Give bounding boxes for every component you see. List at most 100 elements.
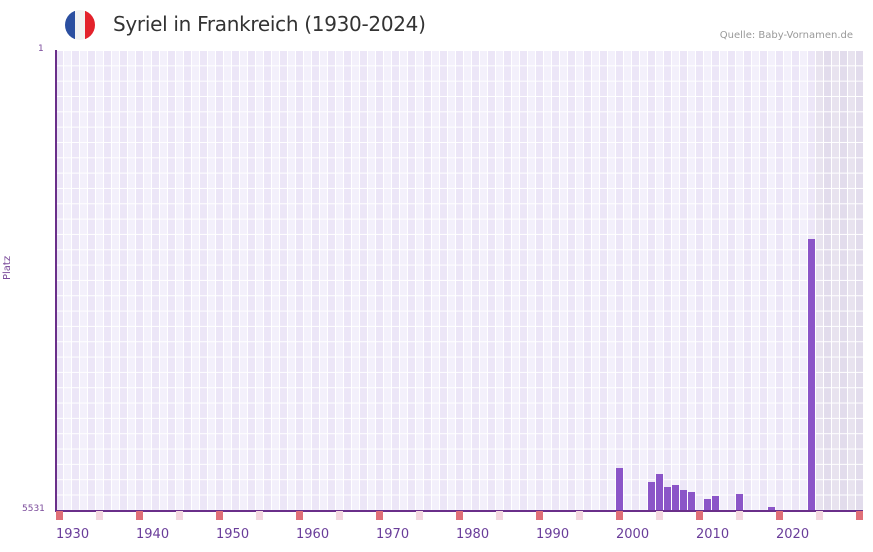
grid-column bbox=[376, 50, 384, 510]
grid-column bbox=[592, 50, 600, 510]
grid-column bbox=[552, 50, 560, 510]
grid-column bbox=[464, 50, 472, 510]
bar-2004[interactable] bbox=[648, 481, 655, 510]
year-marker bbox=[536, 511, 543, 520]
grid-column bbox=[784, 50, 792, 510]
grid-column bbox=[816, 50, 824, 510]
bar-2005[interactable] bbox=[656, 473, 663, 510]
grid-column bbox=[392, 50, 400, 510]
grid-column bbox=[64, 50, 72, 510]
bar-2006[interactable] bbox=[664, 486, 671, 510]
x-tick-1980: 1980 bbox=[456, 527, 490, 542]
year-marker bbox=[256, 511, 263, 520]
grid-column bbox=[456, 50, 464, 510]
grid-column bbox=[408, 50, 416, 510]
grid-column bbox=[680, 50, 688, 510]
grid-column bbox=[576, 50, 584, 510]
year-marker bbox=[376, 511, 383, 520]
year-marker bbox=[336, 511, 343, 520]
grid-column bbox=[72, 50, 80, 510]
grid-column bbox=[384, 50, 392, 510]
grid-column bbox=[256, 50, 264, 510]
year-marker bbox=[856, 511, 863, 520]
grid-column bbox=[632, 50, 640, 510]
grid-column bbox=[288, 50, 296, 510]
grid-column bbox=[336, 50, 344, 510]
year-marker bbox=[96, 511, 103, 520]
grid-column bbox=[624, 50, 632, 510]
grid-column bbox=[544, 50, 552, 510]
bar-2019[interactable] bbox=[768, 506, 775, 510]
year-marker bbox=[56, 511, 63, 520]
grid-column bbox=[296, 50, 304, 510]
grid-column bbox=[104, 50, 112, 510]
grid-column bbox=[280, 50, 288, 510]
grid-column bbox=[96, 50, 104, 510]
year-marker bbox=[176, 511, 183, 520]
grid-column bbox=[312, 50, 320, 510]
year-marker bbox=[656, 511, 663, 520]
year-marker bbox=[616, 511, 623, 520]
x-tick-2010: 2010 bbox=[696, 527, 730, 542]
year-marker bbox=[816, 511, 823, 520]
grid-column bbox=[648, 50, 656, 510]
bar-2007[interactable] bbox=[672, 484, 679, 510]
year-marker bbox=[456, 511, 463, 520]
grid-column bbox=[224, 50, 232, 510]
grid-column bbox=[504, 50, 512, 510]
grid-column bbox=[176, 50, 184, 510]
grid-column bbox=[304, 50, 312, 510]
bar-2015[interactable] bbox=[736, 493, 743, 510]
bar-2008[interactable] bbox=[680, 489, 687, 510]
x-tick-1970: 1970 bbox=[376, 527, 410, 542]
grid-column bbox=[248, 50, 256, 510]
year-marker bbox=[776, 511, 783, 520]
grid-column bbox=[192, 50, 200, 510]
plot-area bbox=[56, 50, 864, 510]
grid-column bbox=[200, 50, 208, 510]
grid-column bbox=[584, 50, 592, 510]
grid-column bbox=[120, 50, 128, 510]
grid-column bbox=[760, 50, 768, 510]
grid-column bbox=[728, 50, 736, 510]
grid-column bbox=[400, 50, 408, 510]
grid-column bbox=[608, 50, 616, 510]
grid-column bbox=[832, 50, 840, 510]
grid-column bbox=[672, 50, 680, 510]
grid-column bbox=[776, 50, 784, 510]
grid-column bbox=[168, 50, 176, 510]
y-axis-line bbox=[55, 50, 57, 511]
x-tick-1930: 1930 bbox=[56, 527, 90, 542]
grid-column bbox=[528, 50, 536, 510]
chart-title: Syriel in Frankreich (1930-2024) bbox=[113, 12, 426, 36]
bar-2009[interactable] bbox=[688, 491, 695, 510]
grid-column bbox=[568, 50, 576, 510]
x-axis-line bbox=[55, 510, 863, 512]
grid-column bbox=[840, 50, 848, 510]
y-axis-label: Platz bbox=[2, 255, 13, 280]
grid-column bbox=[144, 50, 152, 510]
grid-column bbox=[616, 50, 624, 510]
bar-2012[interactable] bbox=[712, 495, 719, 510]
x-tick-1950: 1950 bbox=[216, 527, 250, 542]
grid-column bbox=[536, 50, 544, 510]
y-tick-top: 1 bbox=[38, 44, 44, 54]
grid-column bbox=[712, 50, 720, 510]
bar-2024[interactable] bbox=[808, 238, 815, 510]
grid-column bbox=[496, 50, 504, 510]
grid-column bbox=[792, 50, 800, 510]
grid-column bbox=[736, 50, 744, 510]
year-marker bbox=[696, 511, 703, 520]
grid-column bbox=[368, 50, 376, 510]
bar-2011[interactable] bbox=[704, 498, 711, 510]
grid-column bbox=[216, 50, 224, 510]
grid-column bbox=[440, 50, 448, 510]
grid-column bbox=[696, 50, 704, 510]
bar-2000[interactable] bbox=[616, 467, 623, 510]
grid-column bbox=[448, 50, 456, 510]
x-tick-1940: 1940 bbox=[136, 527, 170, 542]
source-label: Quelle: Baby-Vornamen.de bbox=[719, 30, 853, 41]
grid-column bbox=[112, 50, 120, 510]
grid-column bbox=[264, 50, 272, 510]
grid-column bbox=[640, 50, 648, 510]
